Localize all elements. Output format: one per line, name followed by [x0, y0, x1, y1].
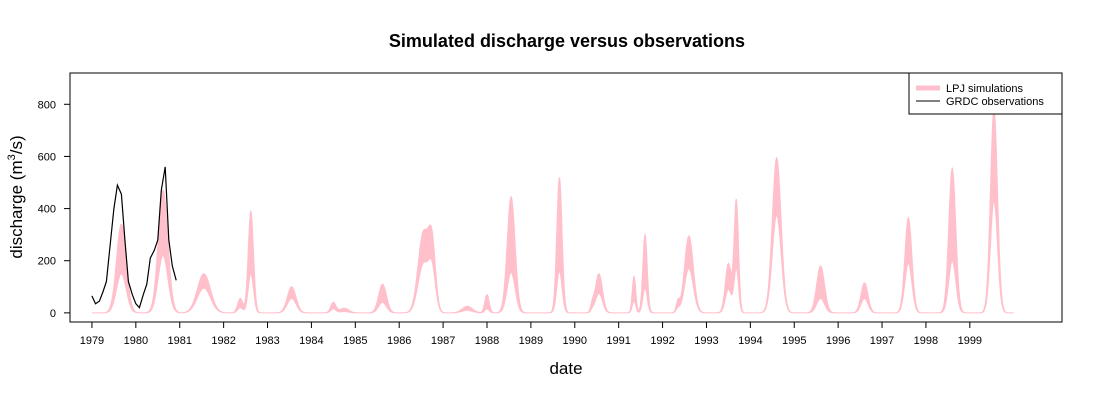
- x-tick-label: 1991: [606, 335, 630, 347]
- x-tick-label: 1998: [914, 335, 938, 347]
- y-axis-label-sup: 3: [6, 154, 18, 160]
- chart-title: Simulated discharge versus observations: [389, 31, 745, 51]
- x-tick-label: 1987: [431, 335, 455, 347]
- y-axis: 0 200 400 600 800: [38, 99, 71, 320]
- y-axis-label-tail: /s): [7, 135, 26, 154]
- y-tick-label: 0: [50, 308, 56, 320]
- x-tick-label: 1988: [475, 335, 499, 347]
- simulation-band: [91, 107, 1014, 314]
- y-tick-label: 600: [38, 151, 56, 163]
- plot-frame: [69, 72, 1063, 323]
- y-tick-label: 400: [38, 204, 56, 216]
- x-tick-label: 1993: [694, 335, 718, 347]
- x-axis: 1979 1980 1981 1982 1983 1984 1985 1986 1987 1988…: [80, 321, 982, 347]
- x-tick-label: 1995: [782, 335, 806, 347]
- y-tick-label: 800: [38, 99, 56, 111]
- y-axis-label: discharge (m3/s): [6, 135, 26, 258]
- x-tick-label: 1999: [958, 335, 982, 347]
- x-axis-label: date: [549, 359, 582, 378]
- x-tick-label: 1989: [519, 335, 543, 347]
- x-tick-label: 1997: [870, 335, 894, 347]
- x-tick-label: 1979: [80, 335, 104, 347]
- y-tick-label: 200: [38, 256, 56, 268]
- legend-label-simulations: LPJ simulations: [946, 83, 1024, 95]
- x-tick-label: 1985: [343, 335, 367, 347]
- y-axis-label-main: discharge (m: [7, 160, 26, 258]
- legend-box: [908, 72, 1063, 115]
- x-tick-label: 1984: [299, 335, 323, 347]
- observation-line: [91, 166, 177, 309]
- x-tick-label: 1990: [563, 335, 587, 347]
- x-tick-label: 1980: [124, 335, 148, 347]
- plot-area: [91, 107, 1014, 314]
- x-tick-label: 1986: [387, 335, 411, 347]
- x-tick-label: 1992: [650, 335, 674, 347]
- x-tick-label: 1996: [826, 335, 850, 347]
- legend-label-observations: GRDC observations: [946, 96, 1044, 108]
- x-tick-label: 1994: [738, 335, 762, 347]
- legend: LPJ simulations GRDC observations: [908, 72, 1063, 115]
- x-tick-label: 1981: [167, 335, 191, 347]
- x-tick-label: 1982: [211, 335, 235, 347]
- x-tick-label: 1983: [255, 335, 279, 347]
